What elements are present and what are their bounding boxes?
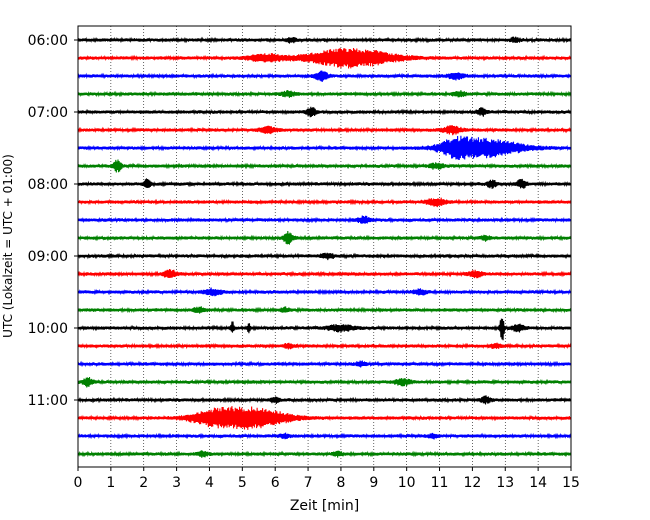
x-tick-label: 10 bbox=[398, 475, 416, 491]
x-tick-label: 13 bbox=[496, 475, 514, 491]
x-tick-label: 5 bbox=[238, 475, 247, 491]
trace-0700 bbox=[77, 106, 572, 118]
x-tick-label: 9 bbox=[369, 475, 378, 491]
trace-0945 bbox=[77, 306, 572, 314]
trace-1130 bbox=[77, 432, 572, 440]
trace-0845 bbox=[77, 230, 572, 245]
trace-0815 bbox=[77, 197, 572, 208]
trace-1145 bbox=[77, 450, 572, 458]
trace-0630 bbox=[77, 70, 572, 82]
x-tick-label: 12 bbox=[463, 475, 481, 491]
x-tick-label: 2 bbox=[139, 475, 148, 491]
y-tick-label: 11:00 bbox=[28, 393, 68, 409]
x-tick-label: 15 bbox=[562, 475, 580, 491]
x-tick-label: 1 bbox=[106, 475, 115, 491]
trace-1030 bbox=[77, 360, 572, 368]
trace-0745 bbox=[77, 159, 572, 173]
x-tick-label: 14 bbox=[529, 475, 547, 491]
trace-1115 bbox=[77, 406, 572, 430]
y-axis: 06:00 07:00 08:00 09:00 10:00 11:00 bbox=[28, 33, 78, 409]
trace-1015 bbox=[77, 342, 572, 350]
trace-0930 bbox=[77, 287, 572, 297]
x-axis-label: Zeit [min] bbox=[290, 498, 359, 514]
y-tick-label: 08:00 bbox=[28, 177, 68, 193]
x-tick-label: 6 bbox=[271, 475, 280, 491]
y-axis-label: UTC (Lokalzeit = UTC + 01:00) bbox=[1, 154, 15, 338]
plot-frame bbox=[77, 25, 572, 468]
x-tick-label: 7 bbox=[304, 475, 313, 491]
trace-0830 bbox=[77, 215, 572, 224]
trace-1045 bbox=[77, 376, 572, 388]
y-tick-label: 07:00 bbox=[28, 105, 68, 121]
x-tick-label: 8 bbox=[336, 475, 345, 491]
trace-0600 bbox=[77, 36, 572, 44]
x-tick-label: 11 bbox=[431, 475, 449, 491]
y-tick-label: 09:00 bbox=[28, 249, 68, 265]
x-tick-label: 4 bbox=[205, 475, 214, 491]
x-axis: 0 1 2 3 4 5 6 7 8 9 10 11 12 13 14 15 bbox=[74, 467, 580, 491]
trace-0730 bbox=[77, 135, 572, 161]
x-tick-label: 0 bbox=[74, 475, 83, 491]
trace-1100 bbox=[77, 395, 572, 405]
trace-0645 bbox=[77, 90, 572, 98]
trace-0900 bbox=[77, 252, 572, 261]
trace-0715 bbox=[77, 125, 572, 136]
trace-1000 bbox=[77, 318, 572, 341]
trace-0800 bbox=[77, 178, 572, 189]
y-tick-label: 10:00 bbox=[28, 321, 68, 337]
trace-0615 bbox=[77, 48, 572, 69]
trace-group bbox=[77, 36, 572, 458]
y-tick-label: 06:00 bbox=[28, 33, 68, 49]
trace-0915 bbox=[77, 269, 572, 279]
x-tick-label: 3 bbox=[172, 475, 181, 491]
